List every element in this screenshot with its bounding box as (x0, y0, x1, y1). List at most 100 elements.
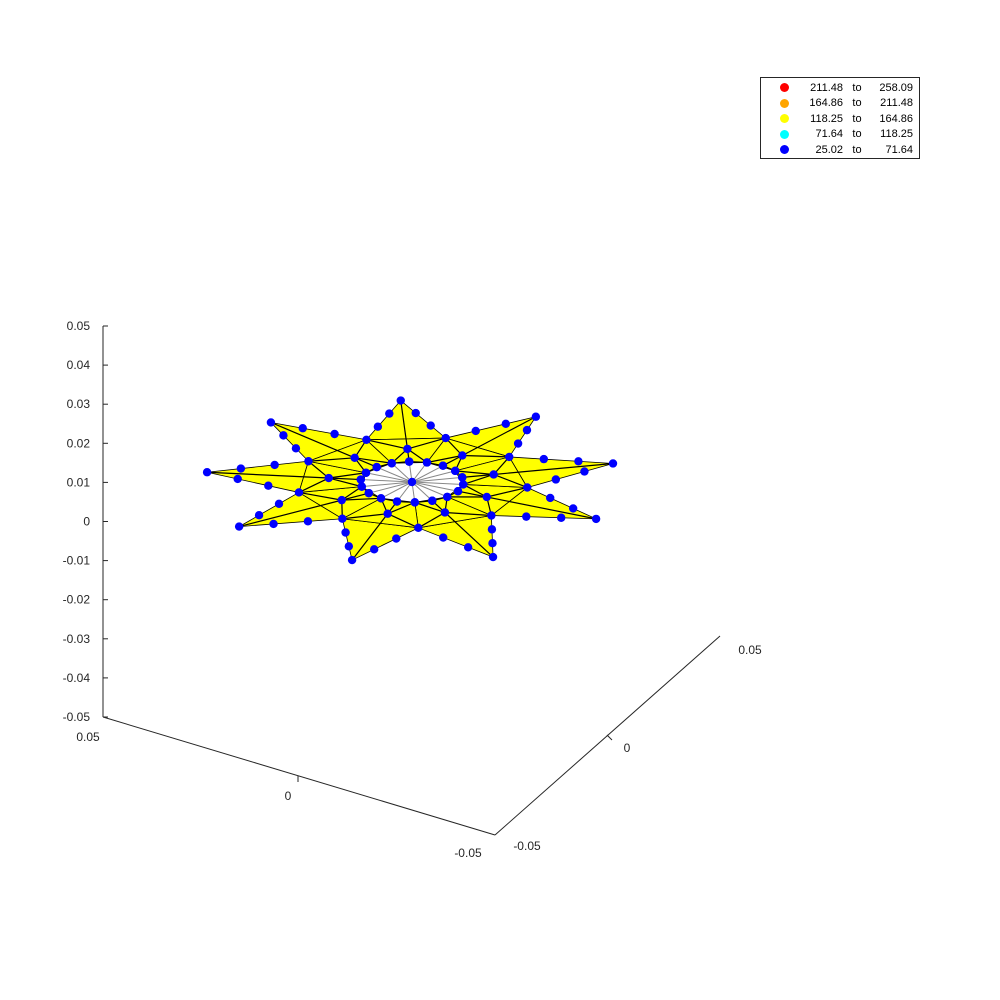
mesh-edge (328, 472, 367, 479)
legend-marker-0 (780, 83, 789, 93)
mesh-edge (351, 513, 389, 561)
mesh-node (303, 517, 313, 526)
mesh-node (522, 425, 532, 435)
mesh-node (411, 408, 420, 418)
mesh-node (487, 511, 496, 520)
y-tick-label: 0.05 (738, 643, 762, 657)
mesh-node (357, 482, 366, 491)
legend-to-4: to (852, 143, 862, 156)
mesh-node (233, 474, 242, 484)
core-spoke (360, 479, 413, 483)
core-spoke (361, 481, 413, 488)
mesh-node (254, 511, 264, 520)
mesh-node (551, 475, 561, 484)
mesh-node (396, 396, 405, 405)
z-tick-label: 0 (83, 515, 90, 529)
mesh-node (362, 435, 371, 444)
legend-high-4: 71.64 (885, 143, 913, 156)
mesh-node (387, 459, 396, 468)
mesh-edge (270, 421, 355, 459)
core-spoke (411, 476, 463, 483)
mesh-node (324, 473, 333, 483)
mesh-edge (298, 477, 330, 493)
mesh-edge (366, 439, 408, 450)
legend-low-1: 164.86 (809, 97, 843, 110)
mesh-node (369, 545, 379, 554)
mesh-node (440, 508, 450, 517)
mesh-node (438, 461, 448, 470)
mesh-node (356, 475, 365, 484)
mesh-node (458, 473, 467, 482)
mesh-edge (407, 437, 446, 450)
mesh-node (294, 488, 304, 497)
mesh-node (458, 451, 467, 460)
axes (102, 326, 721, 836)
legend: 211.48 to 258.09 164.86 to 211.48 118.25… (760, 77, 920, 159)
legend-marker-4 (780, 145, 789, 155)
legend-marker-2 (780, 114, 789, 124)
mesh-node (279, 431, 288, 440)
mesh-node (392, 497, 402, 506)
mesh-node (274, 499, 284, 509)
mesh-edge (298, 491, 342, 501)
z-tick-label: 0.01 (67, 475, 91, 489)
mesh-node (568, 504, 578, 513)
mesh-edge (207, 471, 329, 479)
x-tick-label: -0.05 (454, 846, 482, 860)
mesh-node (608, 459, 618, 468)
mesh-node (298, 424, 307, 433)
mesh-node (522, 512, 531, 521)
mesh-edge (308, 460, 330, 479)
mesh-node (459, 480, 468, 489)
mesh-node (304, 457, 313, 466)
mesh-edge (462, 473, 494, 478)
mesh-edge (238, 499, 342, 528)
mesh-edge (328, 477, 361, 481)
z-tick-label: 0.04 (67, 358, 91, 372)
mesh-node (501, 419, 511, 429)
mesh-edge (308, 457, 355, 462)
mesh-edge (444, 512, 494, 558)
z-tick-label: 0.03 (67, 397, 91, 411)
mesh-node (234, 522, 244, 531)
mesh-node (338, 514, 347, 523)
core-spoke (380, 481, 413, 499)
core-spoke (368, 481, 413, 494)
core-spoke (365, 472, 413, 483)
mesh-node (337, 495, 346, 505)
z-tick-label: -0.02 (63, 593, 91, 607)
mesh-edge (463, 473, 494, 486)
legend-low-4: 25.02 (815, 143, 843, 156)
mesh-node (350, 453, 359, 463)
mesh-node (539, 454, 549, 464)
mesh-node (439, 533, 448, 542)
mesh-node (266, 418, 276, 427)
mesh-node (488, 538, 497, 548)
mesh-edge (493, 473, 528, 489)
mesh-node (453, 487, 463, 496)
y-tick-mark (606, 734, 613, 741)
mesh-node (531, 412, 541, 421)
y-tick-label: 0 (624, 741, 631, 755)
mesh-node (471, 426, 480, 436)
mesh-node (414, 523, 423, 533)
star-arm-face (365, 399, 447, 441)
core-spoke (411, 465, 444, 483)
mesh-edge (387, 501, 416, 515)
mesh-nodes (202, 396, 618, 565)
mesh-node (556, 513, 566, 522)
mesh-edge (341, 497, 382, 501)
mesh-edge (341, 492, 369, 501)
mesh-edge (400, 400, 409, 449)
mesh-node (341, 528, 350, 537)
z-tick-label: -0.03 (63, 632, 91, 646)
z-tick-label: 0.02 (67, 436, 91, 450)
mesh-edge (462, 416, 537, 457)
mesh-node (523, 483, 532, 492)
mesh-node (546, 493, 555, 503)
mesh-node (443, 492, 452, 502)
legend-to-2: to (852, 112, 862, 125)
mesh-edge (486, 486, 528, 498)
legend-entry-2: 118.25 to 164.86 (761, 111, 919, 127)
